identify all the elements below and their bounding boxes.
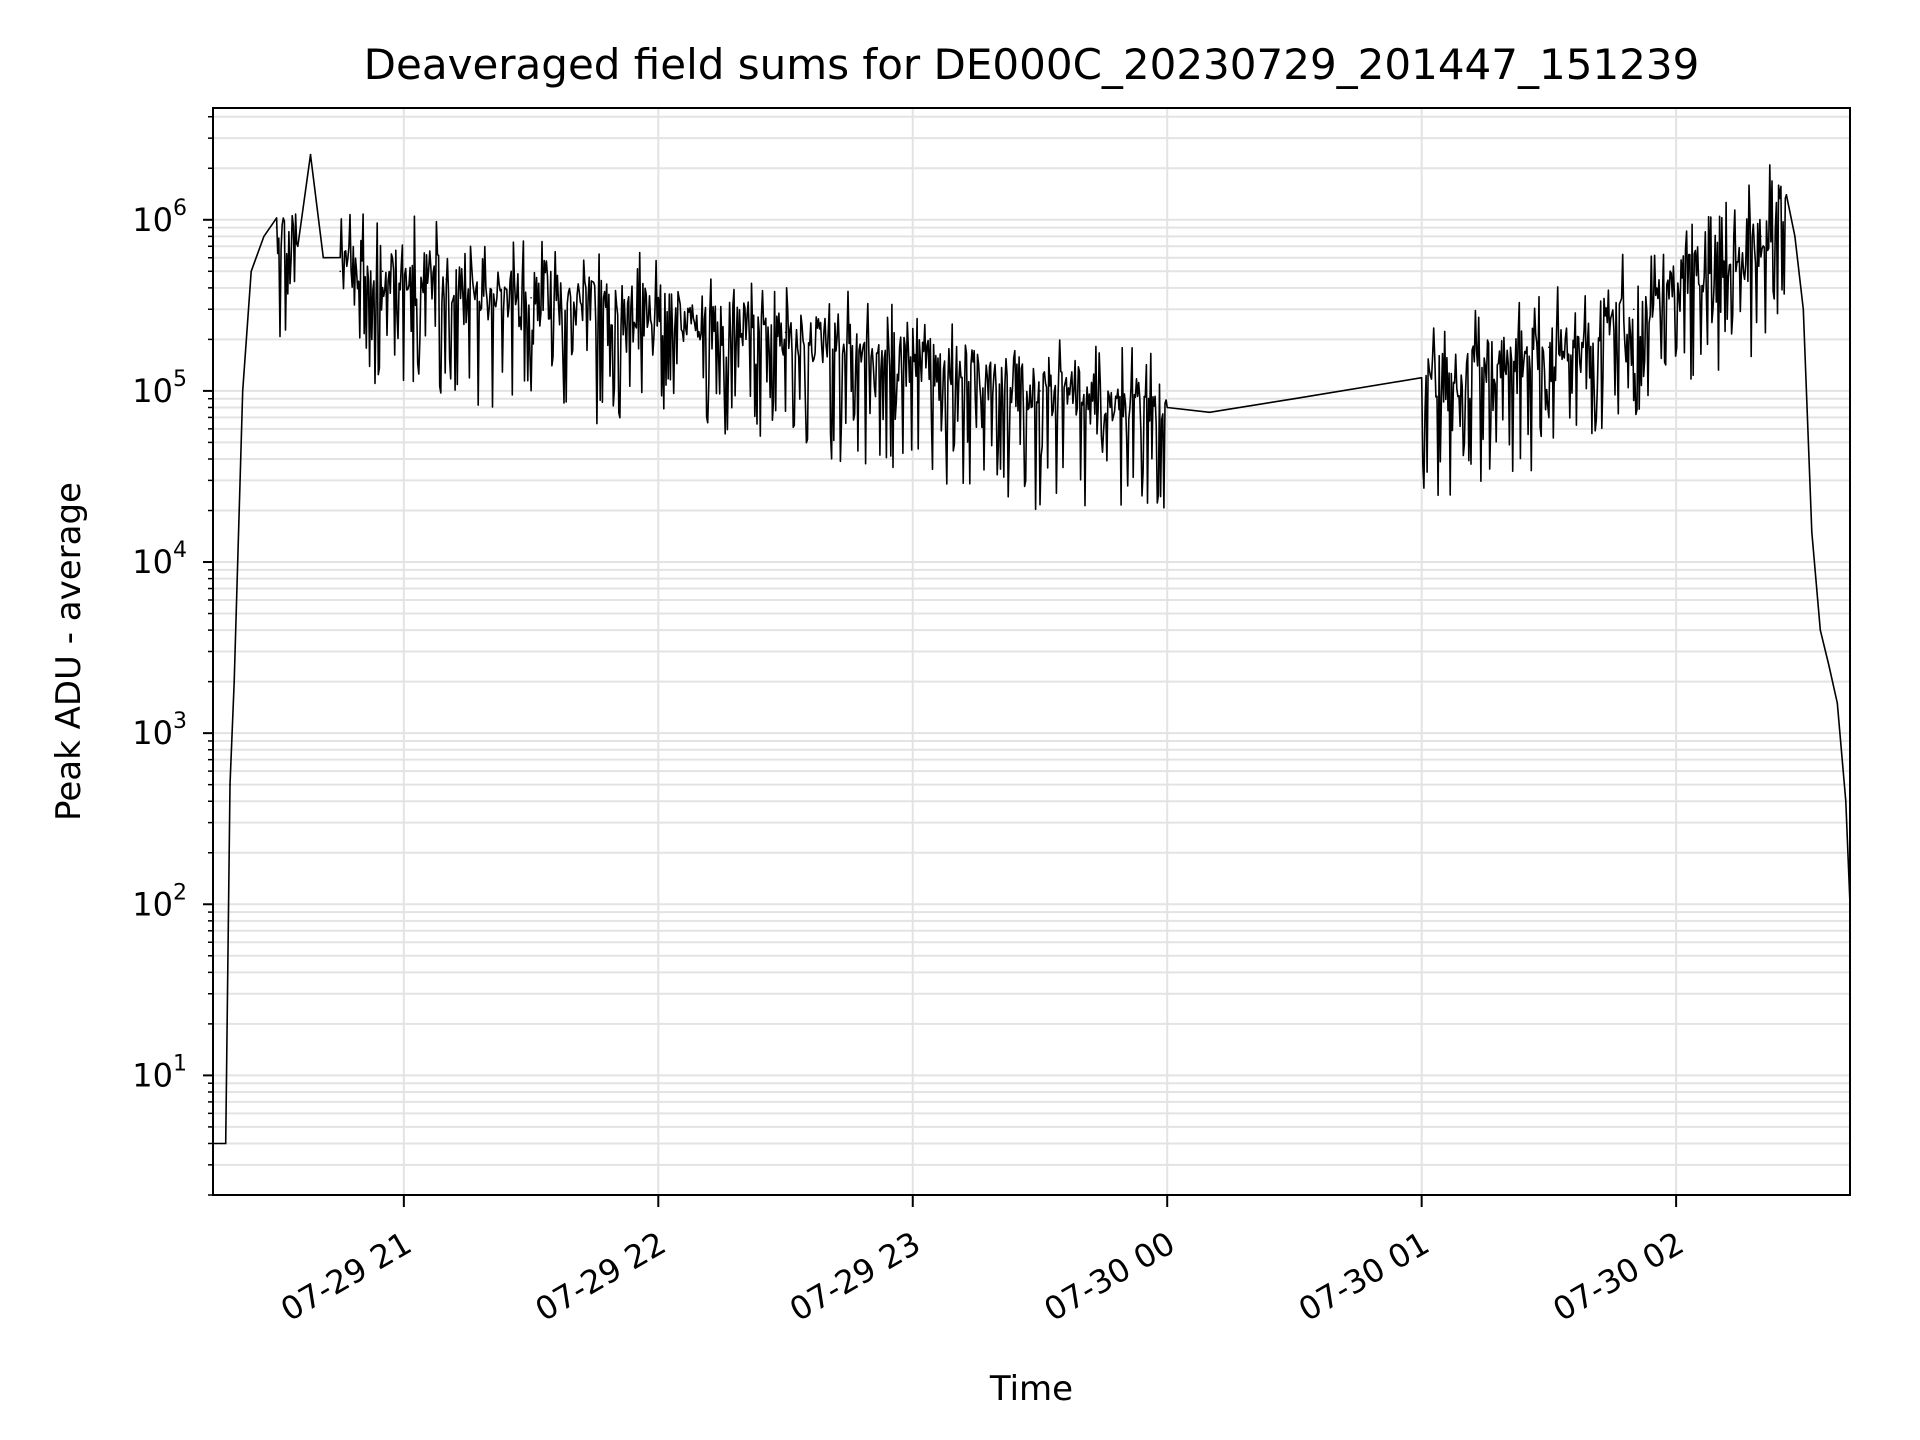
data-point [229,783,231,786]
data-point [657,313,660,316]
data-point [224,1142,227,1145]
y-axis-label: Peak ADU - average [49,482,89,821]
data-point [445,278,448,280]
y-tick-exponent: 6 [173,196,187,221]
y-tick-label: 103 [132,709,187,752]
y-tick-base: 10 [132,1056,173,1094]
chart-title: Deaveraged field sums for DE000C_2023072… [364,40,1700,89]
data-point [241,390,244,392]
data-point [530,296,532,299]
data-point [381,270,384,273]
data-point [1827,664,1830,666]
data-point [911,359,914,362]
y-tick-base: 10 [132,543,173,581]
y-tick-label: 106 [132,196,187,239]
data-point [1420,383,1423,385]
data-point [1802,308,1805,311]
grid [213,108,1850,1196]
series-layer [212,153,1851,1145]
data-point [322,256,325,259]
data-point [1293,397,1296,400]
y-tick-exponent: 2 [173,880,187,905]
data-point [1794,235,1796,238]
data-point [297,245,299,248]
y-tick-label: 101 [132,1051,187,1094]
y-tick-exponent: 5 [173,367,187,392]
data-point [1785,193,1788,196]
data-point [1632,308,1635,311]
y-tick-base: 10 [132,372,173,410]
data-point [1548,346,1550,349]
y-tick-label: 104 [132,538,187,581]
data-point [1166,406,1169,409]
data-point [1844,800,1847,803]
data-point [1836,702,1839,704]
y-tick-label: 102 [132,880,187,923]
data-point [250,270,252,273]
data-point [1717,256,1720,259]
data-point [275,226,278,229]
y-tick-base: 10 [132,885,173,923]
data-point [339,270,342,273]
y-tick-label: 105 [132,367,187,410]
x-axis-label: Time [989,1369,1073,1409]
data-point [1811,531,1813,533]
data-point [263,235,265,238]
series-line [213,153,1851,1145]
data-point [1039,390,1041,392]
data-point [233,680,236,683]
data-point [1819,629,1822,631]
data-point [1760,235,1762,238]
y-tick-base: 10 [132,714,173,752]
data-point [220,1142,223,1145]
y-tick-exponent: 3 [173,709,187,734]
data-point [784,331,787,334]
data-point [1208,411,1211,414]
data-point [309,153,312,156]
y-tick-exponent: 1 [173,1051,187,1076]
y-tick-base: 10 [132,201,173,239]
y-tick-exponent: 4 [173,538,187,563]
